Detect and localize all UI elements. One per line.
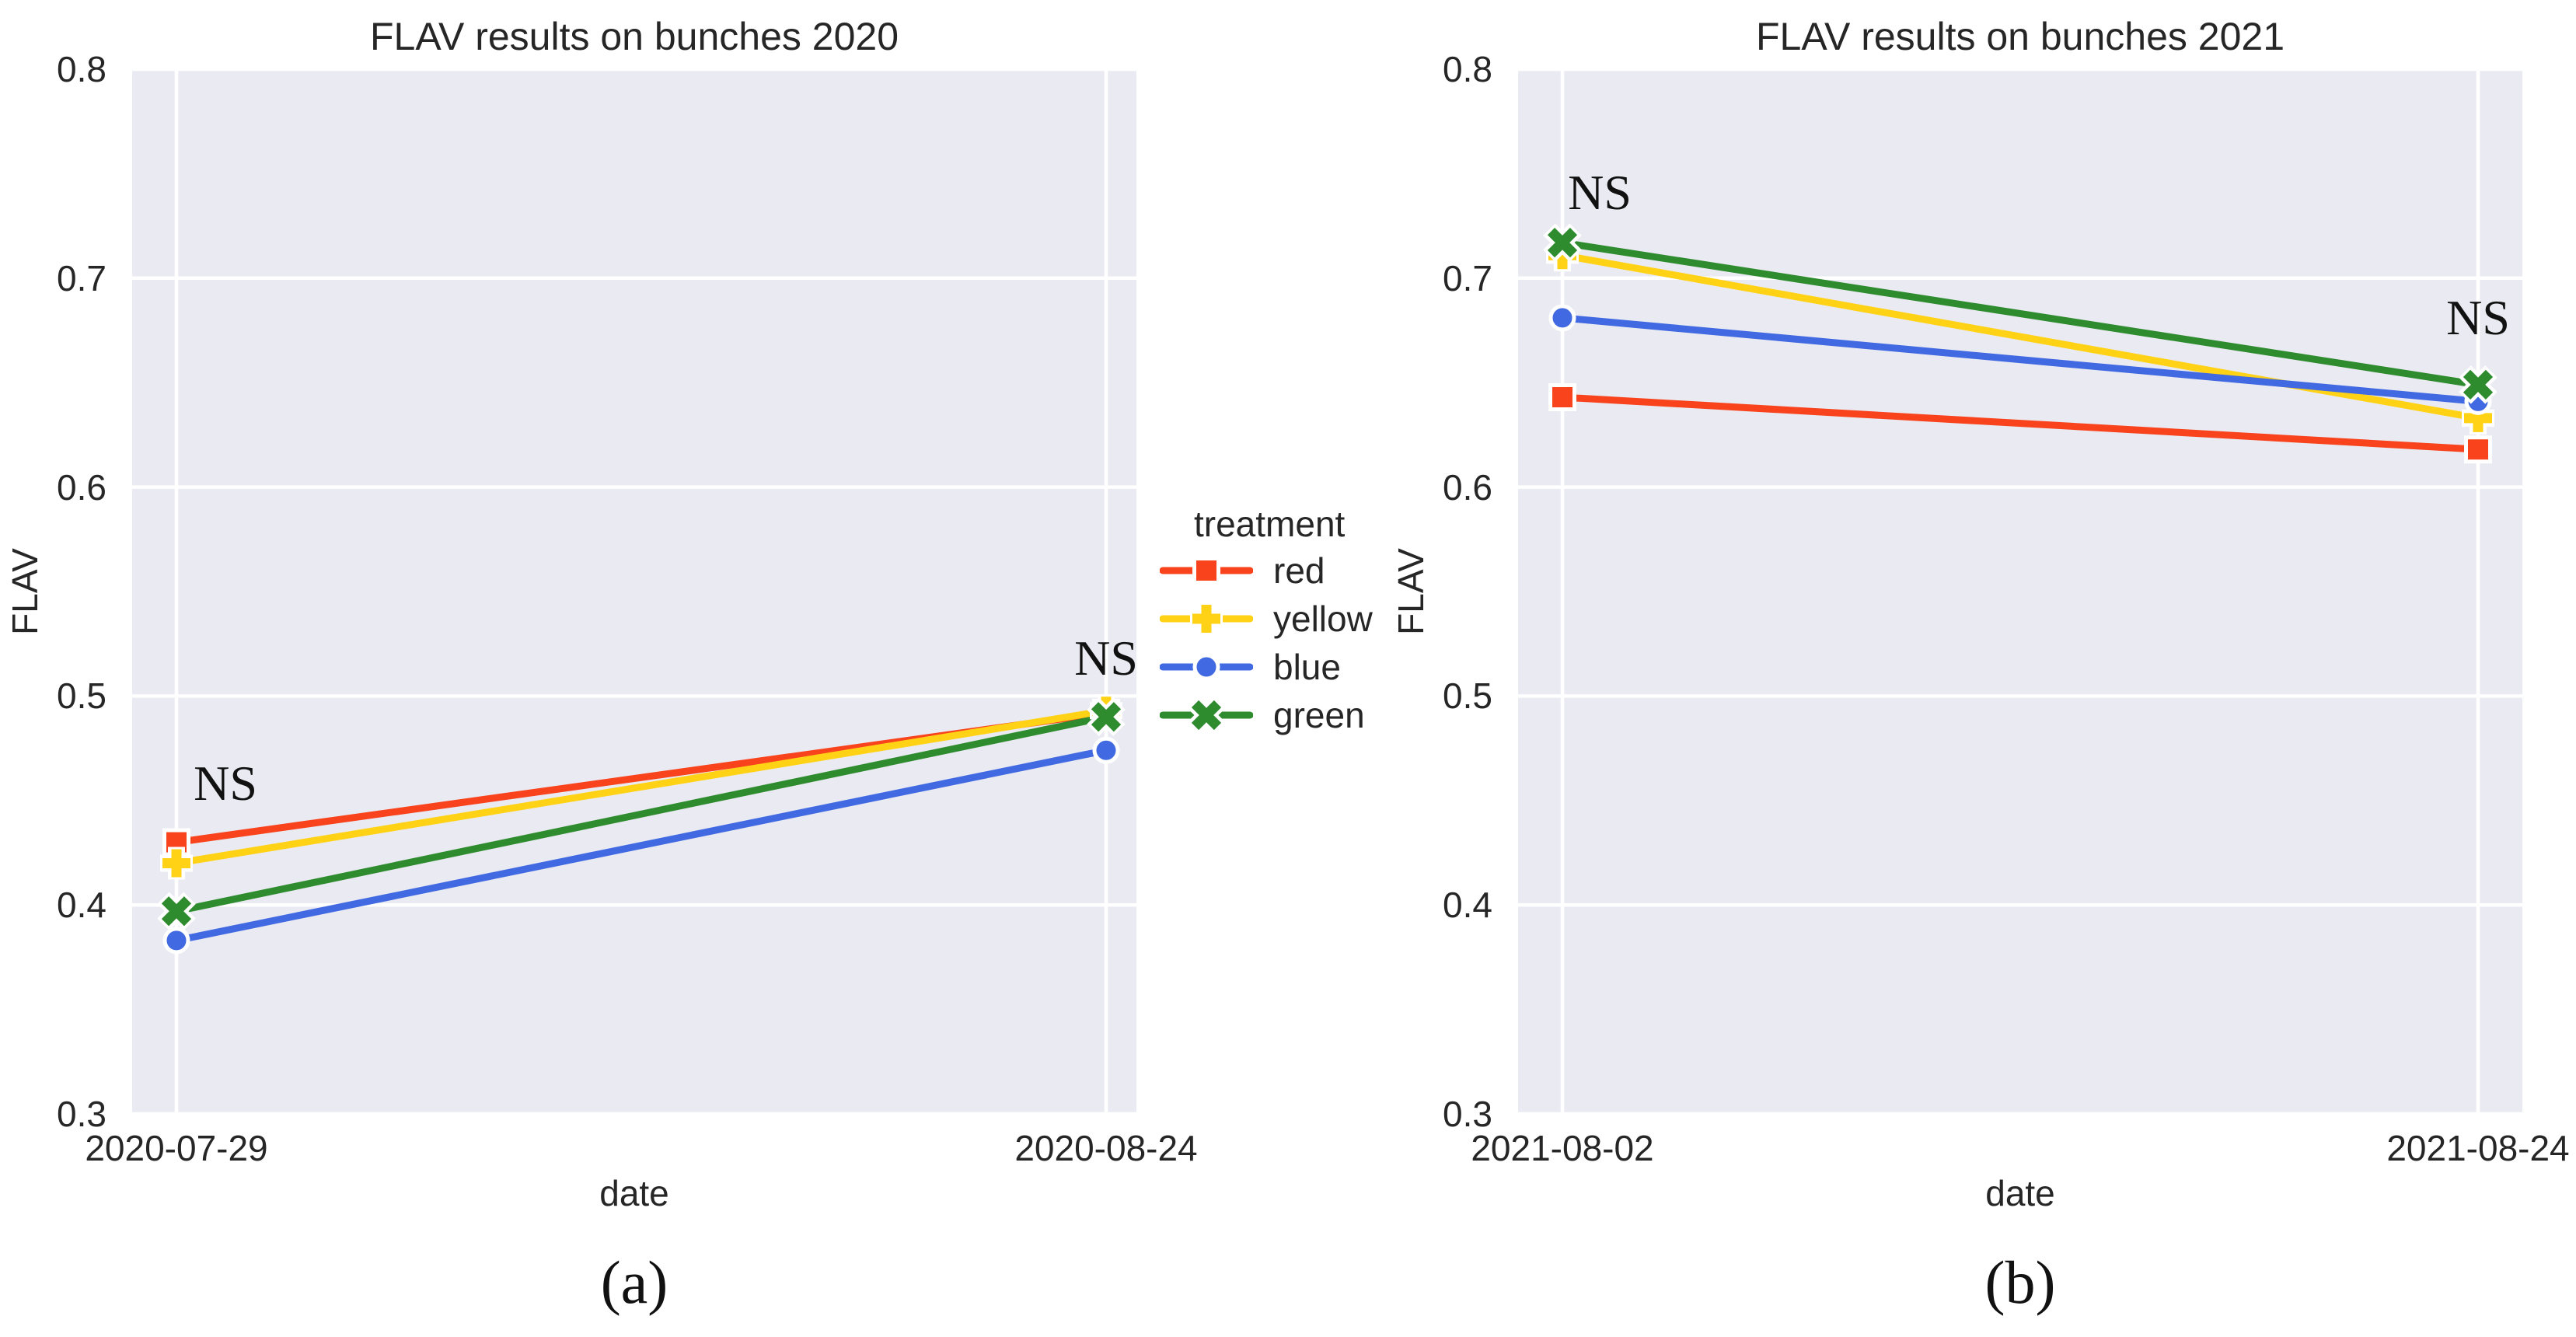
legend-entry-label: green: [1273, 695, 1365, 735]
y-tick-label: 0.7: [57, 257, 106, 298]
legend-entry-label: red: [1273, 550, 1325, 591]
legend-title: treatment: [1194, 504, 1346, 544]
marker-x: [1087, 697, 1126, 737]
legend-marker-square-icon: [1160, 557, 1253, 585]
legend-entries: red yellow blue green: [1160, 546, 1373, 739]
marker-x: [1187, 698, 1226, 732]
marker-plus: [1190, 602, 1223, 635]
legend-entry-blue: blue: [1160, 643, 1373, 691]
y-tick-label: 0.8: [57, 49, 106, 89]
legend-entry-yellow: yellow: [1160, 595, 1373, 643]
legend-marker-circle-icon: [1160, 653, 1253, 681]
x-tick-2020-08-24: 2020-08-24: [1014, 1128, 1198, 1168]
ns-annotation: NS: [194, 756, 257, 812]
marker-square: [1548, 383, 1576, 412]
x-tick-2020-07-29: 2020-07-29: [85, 1128, 268, 1168]
y-tick-label: 0.3: [1443, 1094, 1492, 1134]
y-tick-label: 0.6: [1443, 466, 1492, 508]
y-tick-label: 0.7: [1443, 257, 1492, 298]
x-tick-2021-08-24: 2021-08-24: [2386, 1128, 2570, 1168]
subfigure-caption-a: (a): [600, 1248, 668, 1316]
ns-annotation: NS: [1568, 164, 1632, 220]
series-line-blue: [1559, 314, 2482, 405]
marker-plus: [160, 847, 193, 880]
y-tick-label: 0.8: [1443, 49, 1492, 89]
subfigure-caption-b: (b): [1984, 1248, 2056, 1316]
plot-background: [132, 69, 1136, 1114]
legend-entry-green: green: [1160, 691, 1373, 739]
marker-circle: [162, 927, 190, 955]
series-line-yellow: [173, 707, 1110, 867]
marker-circle: [1192, 653, 1220, 681]
ns-annotation: NS: [1074, 630, 1138, 686]
marker-x: [2459, 365, 2497, 404]
plot-background: [1518, 69, 2522, 1114]
x-tick-2021-08-02: 2021-08-02: [1471, 1128, 1654, 1168]
marker-square: [1192, 557, 1220, 585]
y-axis-label-2020: FLAV: [5, 548, 45, 635]
series-line-red: [1559, 393, 2482, 453]
marker-square: [2464, 435, 2492, 464]
y-tick-label: 0.4: [57, 885, 106, 926]
legend-entry-label: blue: [1273, 647, 1341, 687]
series-line-blue: [173, 746, 1110, 944]
y-tick-label: 0.3: [57, 1094, 106, 1134]
marker-x: [157, 892, 196, 931]
y-tick-label: 0.4: [1443, 885, 1492, 926]
x-axis-label-2020: date: [599, 1173, 669, 1213]
plot-area-2020: [132, 69, 1136, 1114]
chart-title-2020: FLAV results on bunches 2020: [369, 15, 899, 58]
legend-entry-label: yellow: [1273, 599, 1373, 639]
x-axis-label-2021: date: [1985, 1173, 2055, 1213]
y-axis-label-2021: FLAV: [1391, 548, 1431, 635]
legend-entry-red: red: [1160, 546, 1373, 595]
y-tick-label: 0.5: [57, 675, 106, 717]
legend-marker-x-icon: [1160, 698, 1253, 732]
marker-circle: [1548, 304, 1576, 332]
legend-marker-plus-icon: [1160, 602, 1253, 635]
ns-annotation: NS: [2446, 289, 2510, 345]
marker-x: [1543, 223, 1582, 262]
chart-title-2021: FLAV results on bunches 2021: [1755, 15, 2285, 58]
marker-circle: [1092, 736, 1120, 764]
y-tick-label: 0.6: [57, 466, 106, 508]
plot-area-2021: [1518, 69, 2522, 1114]
series-line-green: [173, 713, 1110, 915]
legend: treatment red yellow blue green: [1160, 501, 1373, 739]
series-line-green: [1559, 239, 2482, 389]
y-tick-label: 0.5: [1443, 675, 1492, 717]
